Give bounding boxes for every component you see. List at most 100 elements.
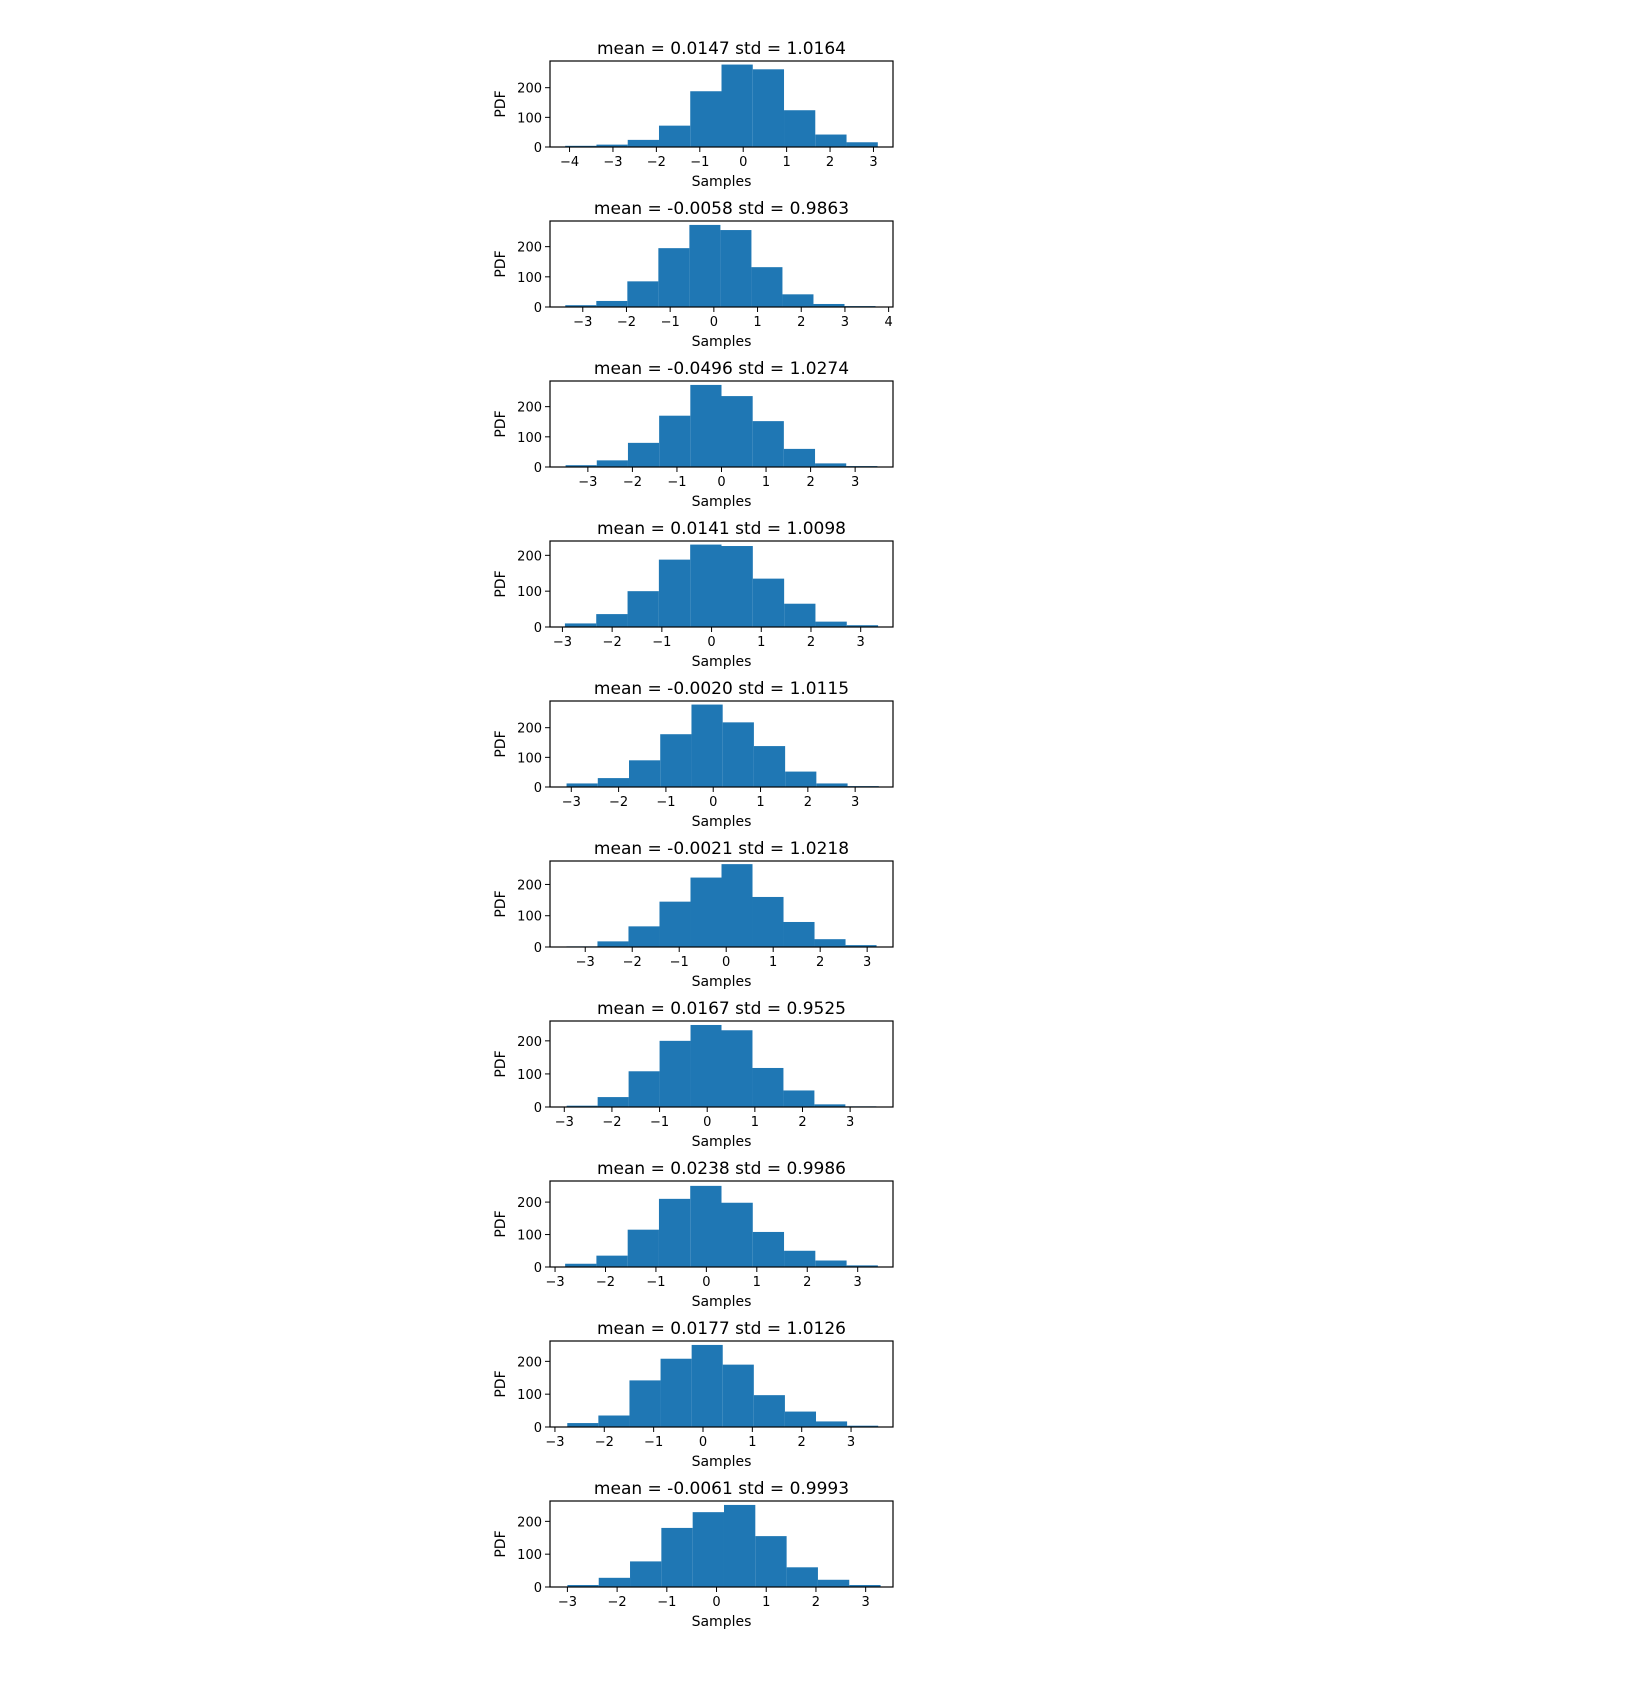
- histogram-bar: [721, 546, 753, 627]
- x-tick-label: 0: [702, 1275, 710, 1290]
- x-tick-label: 1: [769, 955, 777, 970]
- x-tick-label: 0: [709, 795, 717, 810]
- y-tick-label: 0: [534, 1421, 542, 1436]
- histogram-bar: [659, 901, 691, 947]
- histogram-bar: [722, 722, 754, 787]
- histogram-bar: [846, 142, 878, 147]
- histogram-bar: [598, 1415, 630, 1427]
- x-tick-label: 1: [748, 1435, 756, 1450]
- x-tick-label: −2: [647, 155, 666, 170]
- histogram-bar: [816, 783, 848, 787]
- histogram-bar: [691, 704, 723, 787]
- y-tick-label: 100: [517, 910, 542, 925]
- histogram-bar: [751, 267, 783, 307]
- x-tick-label: 3: [851, 475, 859, 490]
- histogram-bar: [596, 144, 628, 147]
- x-tick-label: 2: [798, 1115, 806, 1130]
- x-tick-label: 0: [712, 1595, 720, 1610]
- histogram-bar: [847, 1425, 879, 1427]
- histogram-bar: [752, 1231, 785, 1267]
- x-tick-label: −2: [596, 1275, 615, 1290]
- histogram-bar: [813, 303, 845, 307]
- y-tick-label: 100: [517, 1548, 542, 1563]
- histogram-bar: [627, 591, 659, 627]
- histogram-bar: [783, 1090, 815, 1107]
- axes-frame: [549, 1180, 894, 1268]
- y-tick-label: 100: [517, 1388, 542, 1403]
- x-tick-label: 2: [826, 155, 834, 170]
- y-tick-label: 200: [517, 241, 542, 256]
- histogram-bar: [723, 1504, 756, 1587]
- histogram-bar: [752, 421, 784, 467]
- chart-title: mean = 0.0167 std = 0.9525: [597, 999, 846, 1019]
- histogram-bar: [567, 1423, 599, 1427]
- x-tick-label: −3: [545, 1275, 564, 1290]
- x-tick-label: 3: [857, 635, 865, 650]
- x-tick-label: 1: [753, 1275, 761, 1290]
- chart-title: mean = -0.0021 std = 1.0218: [594, 839, 849, 859]
- x-tick-label: 1: [757, 635, 765, 650]
- x-tick-label: −2: [595, 1435, 614, 1450]
- histogram-bar: [627, 139, 659, 147]
- histogram-bar: [815, 1260, 847, 1267]
- histogram-bar: [690, 544, 722, 627]
- histogram-bar: [721, 1202, 753, 1267]
- histogram-bar: [690, 384, 722, 467]
- x-tick-label: −3: [603, 155, 622, 170]
- histogram-bar: [660, 1358, 692, 1427]
- x-axis-label: Samples: [692, 974, 752, 990]
- histogram-bar: [783, 921, 815, 947]
- histogram-bar: [629, 1380, 661, 1427]
- histogram-bar: [721, 864, 753, 947]
- y-tick-label: 0: [534, 1101, 542, 1116]
- histogram-bar: [597, 778, 629, 787]
- histogram-bar: [752, 1067, 784, 1107]
- x-tick-label: 2: [803, 1275, 811, 1290]
- x-tick-label: 2: [806, 475, 814, 490]
- x-tick-label: 2: [798, 1435, 806, 1450]
- chart-title: mean = 0.0177 std = 1.0126: [597, 1319, 846, 1339]
- histogram-bar: [816, 1421, 848, 1427]
- histogram-bar: [720, 230, 752, 307]
- histogram-bar: [689, 224, 721, 307]
- histogram-bar: [658, 248, 690, 307]
- x-tick-label: 1: [762, 475, 770, 490]
- histogram-bar: [784, 1250, 816, 1267]
- y-tick-label: 0: [534, 1581, 542, 1596]
- y-tick-label: 200: [517, 1035, 542, 1050]
- histogram-bar: [786, 1567, 818, 1587]
- axes-frame: [549, 220, 894, 308]
- x-tick-label: 3: [847, 1435, 855, 1450]
- x-tick-label: 3: [846, 1115, 854, 1130]
- x-tick-label: −2: [603, 635, 622, 650]
- x-tick-label: −2: [623, 475, 642, 490]
- histogram-bar: [814, 939, 846, 947]
- x-axis-label: Samples: [692, 174, 752, 190]
- x-tick-label: 1: [782, 155, 790, 170]
- chart-title: mean = -0.0058 std = 0.9863: [594, 199, 849, 219]
- histogram-bar: [597, 1097, 629, 1107]
- histogram-bar: [627, 281, 659, 307]
- x-tick-label: 2: [797, 315, 805, 330]
- histogram-bar: [690, 877, 722, 947]
- histogram-bar: [629, 760, 661, 787]
- y-axis-label: PDF: [493, 1210, 509, 1237]
- histogram-bar: [598, 1577, 631, 1587]
- x-tick-label: −2: [609, 795, 628, 810]
- axes-frame: [549, 60, 894, 148]
- histogram-bar: [628, 1071, 660, 1107]
- x-tick-label: 2: [804, 795, 812, 810]
- histogram-bar: [690, 1024, 722, 1107]
- x-axis-label: Samples: [692, 1454, 752, 1470]
- x-tick-label: 3: [863, 955, 871, 970]
- y-tick-label: 100: [517, 431, 542, 446]
- axes-frame: [549, 540, 894, 628]
- x-tick-label: 0: [699, 1435, 707, 1450]
- x-tick-label: −1: [646, 1275, 665, 1290]
- x-tick-label: 0: [707, 635, 715, 650]
- chart-title: mean = 0.0147 std = 1.0164: [597, 39, 846, 59]
- x-tick-label: −3: [562, 795, 581, 810]
- x-tick-label: 2: [812, 1595, 820, 1610]
- x-axis-label: Samples: [692, 494, 752, 510]
- y-axis-label: PDF: [493, 250, 509, 277]
